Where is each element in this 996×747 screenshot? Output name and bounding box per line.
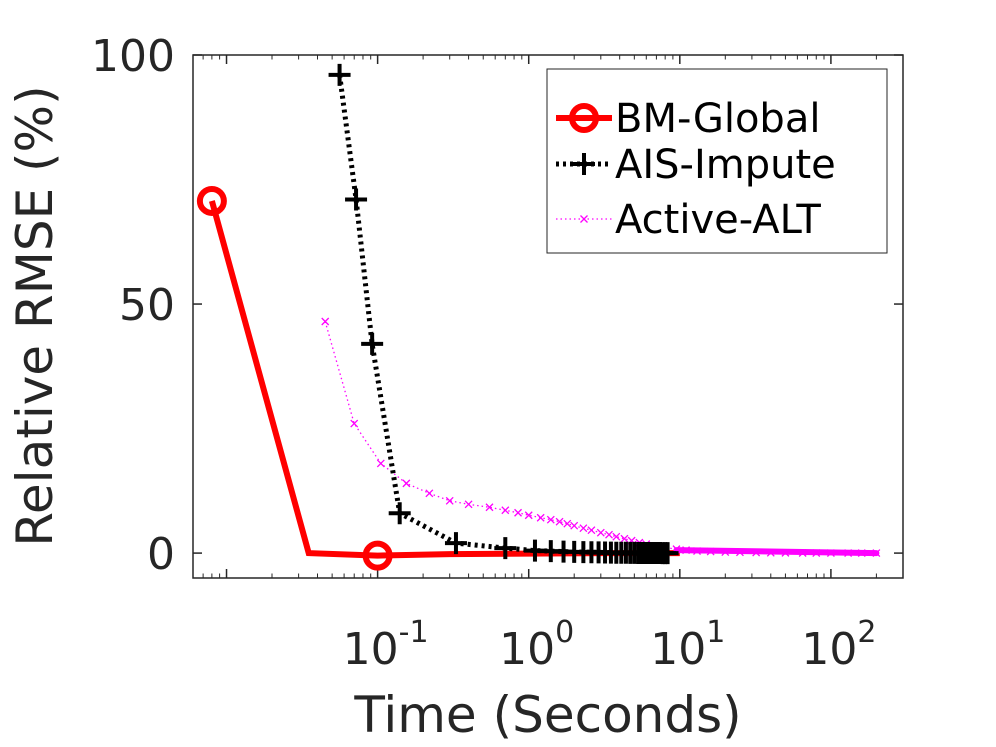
legend-box bbox=[546, 68, 888, 254]
point-2-7 bbox=[485, 503, 494, 512]
x-tick-base-3: 10 bbox=[801, 624, 857, 675]
point-2-9 bbox=[514, 508, 523, 517]
x-tick-exponent-0: -1 bbox=[399, 615, 429, 650]
point-2-15 bbox=[570, 521, 579, 530]
point-1-30 bbox=[656, 542, 679, 565]
x-tick-exponent-2: 1 bbox=[706, 615, 725, 650]
point-2-2 bbox=[376, 459, 385, 468]
legend-marker-1 bbox=[573, 153, 595, 175]
point-2-0 bbox=[321, 317, 330, 326]
x-tick-exponent-3: 2 bbox=[857, 615, 876, 650]
point-2-18 bbox=[596, 528, 605, 537]
point-0-0 bbox=[196, 185, 227, 216]
x-axis-title: Time (Seconds) bbox=[353, 686, 741, 744]
point-1-4 bbox=[444, 532, 467, 555]
point-2-6 bbox=[464, 500, 473, 509]
point-2-3 bbox=[402, 479, 411, 488]
y-tick-label-2: 100 bbox=[91, 31, 175, 82]
x-tick-base-2: 10 bbox=[650, 624, 706, 675]
legend-marker-0 bbox=[569, 103, 599, 133]
point-2-14 bbox=[563, 519, 572, 528]
point-1-0 bbox=[328, 63, 351, 86]
y-tick-labels: 0 50 100 bbox=[91, 31, 175, 580]
x-tick-labels: 10-1 100 101 102 bbox=[343, 615, 877, 675]
point-1-2 bbox=[361, 332, 384, 355]
point-2-16 bbox=[579, 524, 588, 533]
point-2-20 bbox=[612, 532, 621, 541]
y-axis-title: Relative RMSE (%) bbox=[6, 85, 64, 546]
legend-label-0: BM-Global bbox=[615, 96, 820, 142]
y-tick-label-1: 50 bbox=[119, 280, 175, 331]
point-1-1 bbox=[345, 188, 368, 211]
point-2-8 bbox=[501, 506, 510, 515]
point-2-19 bbox=[605, 530, 613, 539]
series-1 bbox=[328, 63, 679, 565]
x-tick-exponent-1: 0 bbox=[555, 615, 574, 650]
point-2-21 bbox=[620, 534, 629, 543]
series-layer bbox=[196, 63, 881, 571]
x-tick-base-0: 10 bbox=[343, 624, 399, 675]
point-2-12 bbox=[546, 515, 555, 524]
legend-label-2: Active-ALT bbox=[615, 197, 821, 243]
x-tick-label-0: 10-1 bbox=[343, 615, 429, 675]
point-2-4 bbox=[425, 489, 434, 498]
axis-ticks bbox=[192, 54, 904, 578]
point-2-13 bbox=[555, 517, 564, 526]
point-1-5 bbox=[494, 537, 517, 560]
x-tick-label-1: 100 bbox=[499, 615, 574, 675]
point-1-3 bbox=[388, 502, 411, 525]
x-tick-base-1: 10 bbox=[499, 624, 555, 675]
point-2-5 bbox=[445, 496, 454, 505]
x-tick-label-3: 102 bbox=[801, 615, 876, 675]
point-0-1 bbox=[362, 540, 393, 571]
point-2-17 bbox=[587, 526, 596, 535]
legend-label-1: AIS-Impute bbox=[615, 142, 836, 188]
x-tick-label-2: 101 bbox=[650, 615, 725, 675]
series-tail-2 bbox=[673, 547, 880, 557]
legend-marker-2 bbox=[580, 215, 588, 223]
point-2-11 bbox=[536, 513, 545, 522]
point-2-10 bbox=[524, 511, 533, 520]
y-tick-label-0: 0 bbox=[147, 529, 175, 580]
point-2-1 bbox=[350, 419, 359, 428]
